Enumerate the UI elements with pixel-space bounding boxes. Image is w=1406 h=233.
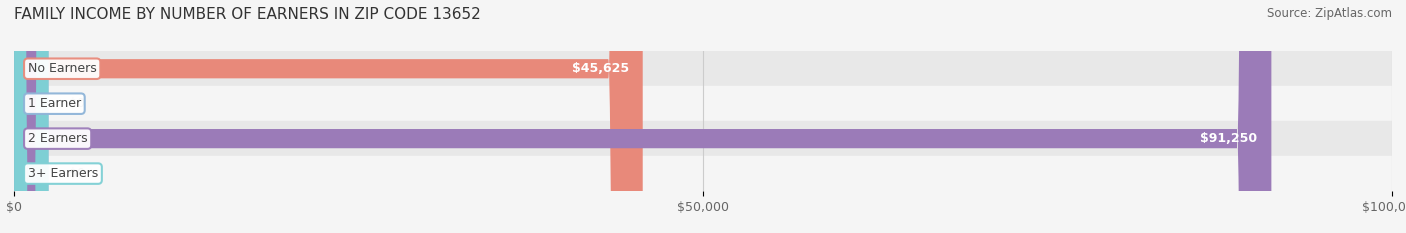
Text: $0: $0 [69, 97, 86, 110]
Text: FAMILY INCOME BY NUMBER OF EARNERS IN ZIP CODE 13652: FAMILY INCOME BY NUMBER OF EARNERS IN ZI… [14, 7, 481, 22]
FancyBboxPatch shape [14, 0, 48, 233]
Text: 3+ Earners: 3+ Earners [28, 167, 98, 180]
Text: $91,250: $91,250 [1201, 132, 1257, 145]
Text: $0: $0 [69, 167, 86, 180]
Bar [14, 51, 1392, 86]
Text: 1 Earner: 1 Earner [28, 97, 82, 110]
Bar [14, 121, 1392, 156]
FancyBboxPatch shape [14, 0, 643, 233]
Text: No Earners: No Earners [28, 62, 97, 75]
FancyBboxPatch shape [14, 0, 1271, 233]
Text: Source: ZipAtlas.com: Source: ZipAtlas.com [1267, 7, 1392, 20]
Text: $45,625: $45,625 [572, 62, 628, 75]
Bar [14, 86, 1392, 121]
Bar [14, 156, 1392, 191]
FancyBboxPatch shape [14, 0, 48, 233]
Text: 2 Earners: 2 Earners [28, 132, 87, 145]
